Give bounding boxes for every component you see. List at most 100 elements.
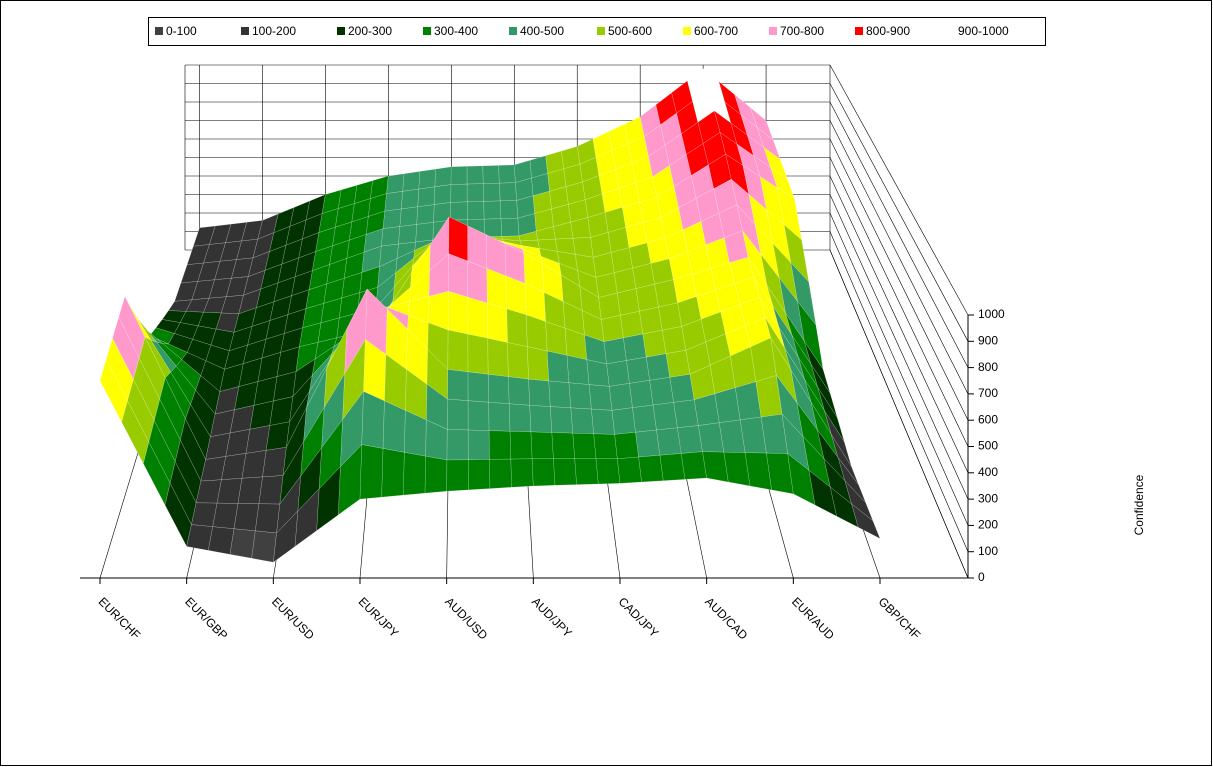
surface-patch [632,404,657,433]
surface-patch [642,329,667,358]
surface-patch [499,182,517,202]
surface-patch [446,459,469,492]
surface-patch [659,453,686,481]
surface-patch [487,373,510,405]
legend-swatch [241,27,249,35]
surface-patch [359,444,384,500]
surface-patch [467,371,489,403]
surface-patch [450,166,468,185]
surface-patch [626,356,650,384]
z-tick-label: 500 [978,439,998,453]
surface-patch [837,457,866,503]
surface-patch [611,407,636,435]
surface-patch [606,360,630,387]
surface-patch [468,459,491,491]
surface-patch [639,306,663,335]
surface-patch [447,369,469,401]
surface-patch [398,224,418,245]
surface-patch [572,432,597,460]
surface-patch [381,448,405,498]
surface-patch [528,378,551,407]
surface-patch [553,458,577,486]
surface-patch [447,291,469,335]
surface-patch [620,310,644,339]
surface-patch [487,337,509,377]
surface-patch [361,390,385,449]
legend-label: 700-800 [780,24,824,38]
surface-patch [269,396,294,426]
z-tick-label: 800 [978,360,998,374]
surface-patch [508,403,532,433]
legend-label: 500-600 [608,24,652,38]
surface-patch [635,429,661,458]
surface-patch [448,253,469,298]
surface-patch [467,260,488,304]
surface-patch [510,458,534,488]
surface-patch [482,182,501,202]
z-axis-title: Confidence [1132,474,1146,535]
surface-patch [588,384,613,411]
surface-patch [416,204,435,225]
surface-patch [652,402,678,431]
surface-patch [550,406,574,434]
surface-patch [498,164,516,184]
surface-patch [382,400,406,453]
surface-patch [593,433,618,460]
surface-patch [216,478,243,504]
z-tick-label: 600 [978,412,998,426]
legend-swatch [509,27,517,35]
surface-patch [508,376,531,406]
surface-patch [262,447,287,478]
surface-patch [617,456,642,484]
surface-patch [617,288,640,316]
surface-patch [817,387,845,443]
surface-patch [509,431,533,460]
surface-patch [237,476,263,505]
surface-patch [527,346,550,382]
surface-patch [418,168,436,190]
surface-patch [402,171,421,192]
surface-patch [770,166,796,200]
floor-line [829,249,969,579]
legend-label: 200-300 [348,24,392,38]
surface-patch [531,458,556,487]
z-tick-label: 900 [978,333,998,347]
surface-patch [467,400,490,431]
legend-swatch [337,27,345,35]
legend-label: 0-100 [166,24,197,38]
z-tick-label: 400 [978,465,998,479]
surface-patch [776,187,803,241]
surface-patch [623,333,647,361]
surface-patch [635,283,659,312]
surface-patch [255,503,281,534]
surface-patch [467,296,489,339]
surface-patch [844,480,874,522]
surface-patch [507,342,529,380]
legend-label: 300-400 [434,24,478,38]
surface-patch [601,315,624,342]
z-tick-label: 1000 [978,307,1005,321]
surface-patch [466,183,484,203]
surface-patch [629,380,654,408]
legend-label: 600-700 [694,24,738,38]
surface-patch [417,186,436,208]
surface-patch [401,188,420,210]
surface-patch [483,200,502,220]
legend-swatch [155,27,163,35]
surface-patch [598,292,621,320]
surface-patch [680,451,707,480]
surface-patch [466,165,484,185]
surface-patch [382,208,402,229]
legend-label: 400-500 [520,24,564,38]
surface-patch [645,353,671,381]
surface-patch [424,455,448,494]
surface-patch [609,383,633,411]
surface-patch [489,458,512,489]
surface-patch [574,458,599,485]
surface-patch [488,401,511,432]
surface-patch [488,430,512,460]
surface-patch [551,432,576,460]
surface-patch [241,450,267,479]
surface-patch [570,407,595,435]
surface-patch [649,377,674,406]
